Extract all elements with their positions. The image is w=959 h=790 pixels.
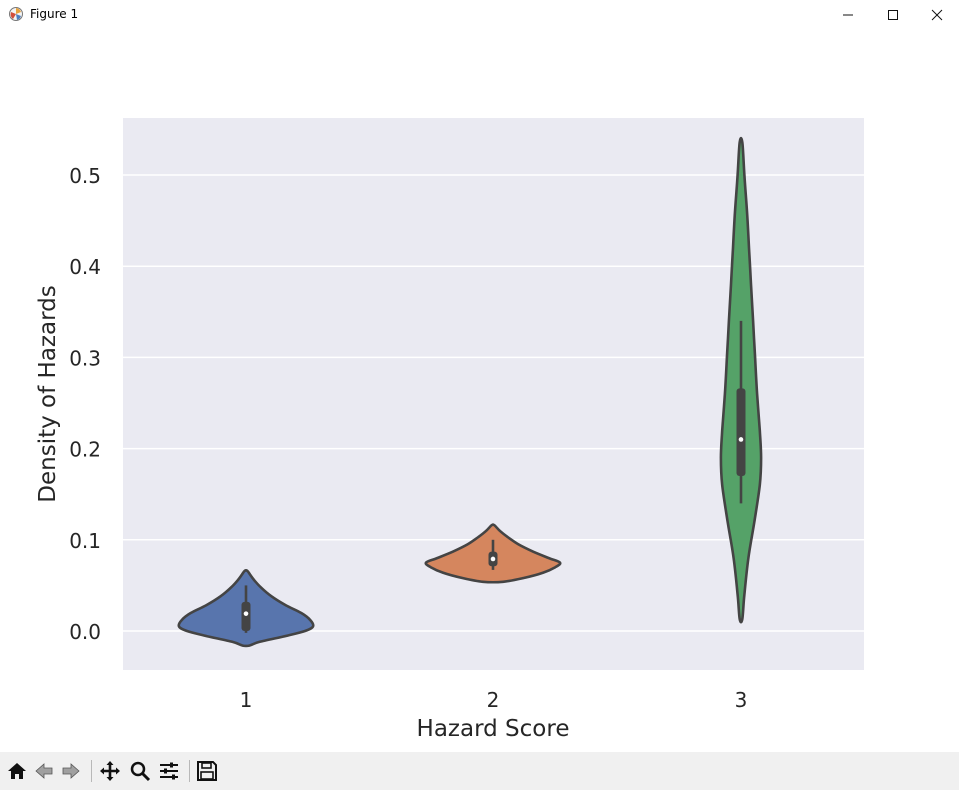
toolbar-separator bbox=[189, 760, 190, 782]
configure-subplots-button[interactable] bbox=[157, 759, 181, 783]
window-title: Figure 1 bbox=[30, 7, 79, 21]
y-tick-label: 0.3 bbox=[69, 346, 101, 370]
save-floppy-icon bbox=[197, 761, 217, 781]
zoom-magnifier-icon bbox=[130, 761, 151, 782]
close-button[interactable] bbox=[914, 0, 959, 29]
navigation-toolbar bbox=[0, 752, 959, 790]
x-tick-label: 1 bbox=[240, 688, 253, 712]
violin-box bbox=[241, 601, 251, 631]
home-icon bbox=[8, 763, 26, 779]
maximize-icon bbox=[887, 9, 898, 20]
forward-arrow-icon bbox=[62, 763, 80, 779]
home-button[interactable] bbox=[5, 759, 29, 783]
pan-button[interactable] bbox=[98, 759, 122, 783]
x-tick-labels: 1 2 3 bbox=[240, 688, 748, 712]
back-button[interactable] bbox=[32, 759, 56, 783]
x-tick-label: 2 bbox=[487, 688, 500, 712]
violin-median bbox=[738, 437, 744, 442]
maximize-button[interactable] bbox=[870, 0, 915, 29]
y-tick-label: 0.5 bbox=[69, 164, 101, 188]
x-axis-label: Hazard Score bbox=[417, 716, 570, 742]
figure-canvas[interactable]: 0.0 0.1 0.2 0.3 0.4 0.5 1 2 3 Hazard Score Dens… bbox=[0, 29, 959, 752]
violin-median bbox=[243, 611, 249, 616]
pan-move-icon bbox=[100, 761, 120, 781]
forward-button[interactable] bbox=[59, 759, 83, 783]
configure-subplots-icon bbox=[160, 762, 178, 780]
violin-chart: 0.0 0.1 0.2 0.3 0.4 0.5 1 2 3 Hazard Score Dens… bbox=[35, 118, 864, 742]
minimize-icon bbox=[842, 14, 853, 15]
minimize-button[interactable] bbox=[825, 0, 870, 29]
y-tick-label: 0.1 bbox=[69, 529, 101, 553]
zoom-button[interactable] bbox=[128, 759, 152, 783]
window-titlebar: Figure 1 bbox=[0, 0, 959, 29]
violins bbox=[177, 136, 763, 648]
y-tick-label: 0.0 bbox=[69, 620, 101, 644]
violin-box bbox=[736, 388, 746, 476]
y-tick-label: 0.4 bbox=[69, 255, 101, 279]
save-button[interactable] bbox=[195, 759, 219, 783]
close-icon bbox=[931, 9, 942, 20]
x-tick-label: 3 bbox=[735, 688, 748, 712]
matplotlib-app-icon bbox=[9, 7, 23, 21]
y-axis-label: Density of Hazards bbox=[35, 285, 61, 502]
violin-median bbox=[490, 556, 496, 562]
y-tick-label: 0.2 bbox=[69, 438, 101, 462]
toolbar-separator bbox=[91, 760, 92, 782]
y-tick-labels: 0.0 0.1 0.2 0.3 0.4 0.5 bbox=[69, 164, 101, 644]
back-arrow-icon bbox=[35, 763, 53, 779]
